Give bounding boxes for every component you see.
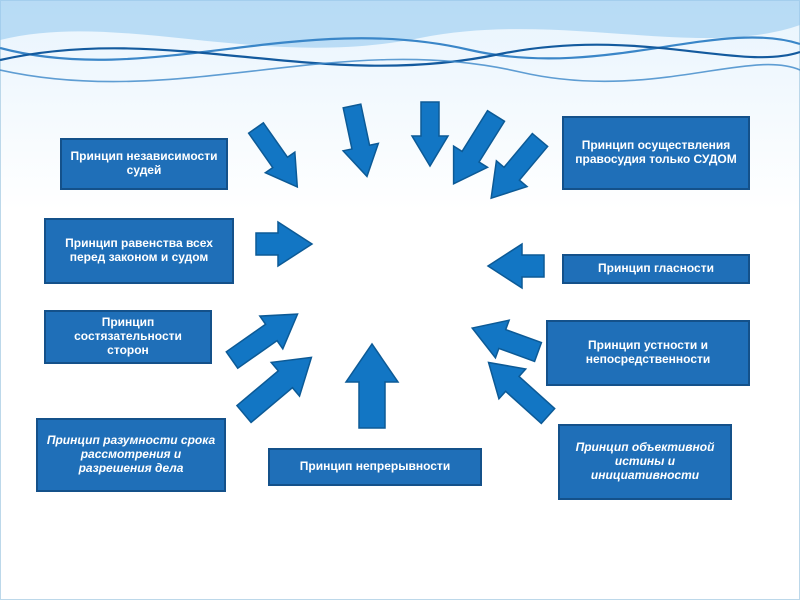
arrow-arr_cont [346,344,398,428]
arrow-arr_reason [230,341,326,431]
box-label: Принцип гласности [598,262,714,276]
arrows-layer [0,0,800,600]
box-equality: Принцип равенства всех перед законом и с… [44,218,234,284]
box-objective: Принцип объективной истины и инициативно… [558,424,732,500]
arrow-arr_top_3 [412,102,448,166]
box-label: Принцип разумности срока рассмотрения и … [44,434,218,475]
box-label: Принцип объективной истины и инициативно… [566,441,724,482]
box-orality: Принцип устности и непосредственности [546,320,750,386]
box-independence: Принцип независимости судей [60,138,228,190]
box-continuity: Принцип непрерывности [268,448,482,486]
arrow-arr_top_1 [241,118,312,198]
arrow-arr_top_2 [334,102,384,180]
arrow-arr_oral [465,309,544,371]
arrow-arr_top_4 [437,105,513,194]
box-label: Принцип устности и непосредственности [554,339,742,367]
box-label: Принцип независимости судей [68,150,220,178]
slide-canvas: Принцип независимости судей Принцип осущ… [0,0,800,600]
box-label: Принцип состязательности сторон [52,316,204,357]
box-adversarial: Принцип состязательности сторон [44,310,212,364]
box-label: Принцип осуществления правосудия только … [570,139,742,167]
arrow-arr_top_5 [476,127,555,211]
decorative-waves [0,0,800,90]
arrow-arr_right_pub [488,244,544,288]
box-justice-court: Принцип осуществления правосудия только … [562,116,750,190]
box-label: Принцип непрерывности [300,460,450,474]
box-reasonable: Принцип разумности срока рассмотрения и … [36,418,226,492]
arrow-arr_adv [221,298,309,377]
arrow-arr_left_eq [256,222,312,266]
box-label: Принцип равенства всех перед законом и с… [52,237,226,265]
box-publicity: Принцип гласности [562,254,750,284]
